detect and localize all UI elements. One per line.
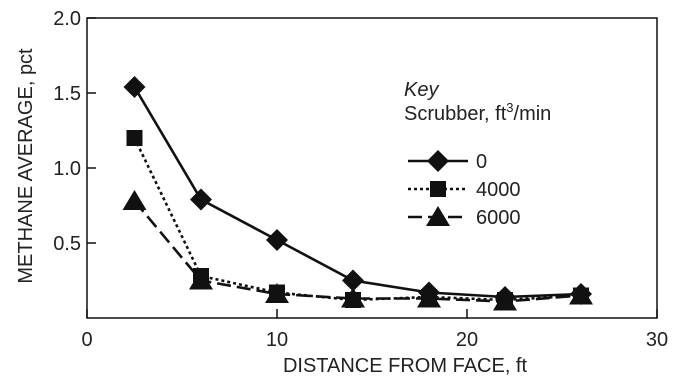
legend-label: 0	[476, 151, 487, 173]
axes: 0 10 20 30 0.5 1.0 1.5 2.0	[53, 8, 668, 351]
series-6000	[122, 190, 593, 311]
data-point	[266, 229, 288, 251]
legend-entry-4000: 4000	[408, 179, 521, 201]
legend-marker	[426, 206, 450, 226]
x-tick-label: 30	[646, 329, 668, 351]
data-point	[122, 190, 147, 210]
data-point	[569, 284, 593, 305]
data-point	[265, 283, 289, 303]
data-point	[417, 287, 441, 308]
legend-subtitle: Scrubber, ft3/min	[404, 100, 551, 125]
y-tick-label: 1.0	[53, 158, 81, 180]
legend-marker	[427, 150, 449, 172]
x-axis-title: DISTANCE FROM FACE, ft	[283, 355, 528, 377]
legend-entry-6000: 6000	[408, 206, 521, 229]
data-point	[190, 188, 212, 211]
data-point	[493, 290, 517, 311]
legend-title: Key	[404, 79, 439, 101]
data-point	[126, 130, 143, 146]
y-tick-label: 1.5	[53, 83, 81, 105]
y-tick-label: 0.5	[53, 233, 81, 255]
x-tick-label: 20	[456, 329, 478, 351]
series-layer	[122, 76, 593, 311]
legend-label: 6000	[476, 207, 521, 229]
data-point	[189, 269, 213, 290]
data-point	[341, 287, 365, 308]
y-axis-title: METHANE AVERAGE, pct	[15, 48, 37, 284]
legend-label: 4000	[476, 179, 521, 201]
x-tick-label: 10	[266, 329, 288, 351]
legend-entry-0: 0	[408, 150, 487, 173]
x-tick-label: 0	[81, 329, 92, 351]
plot-frame	[86, 17, 658, 319]
data-point	[123, 76, 146, 98]
y-tick-label: 2.0	[53, 8, 81, 30]
legend-marker	[430, 181, 446, 197]
data-point	[342, 269, 364, 292]
